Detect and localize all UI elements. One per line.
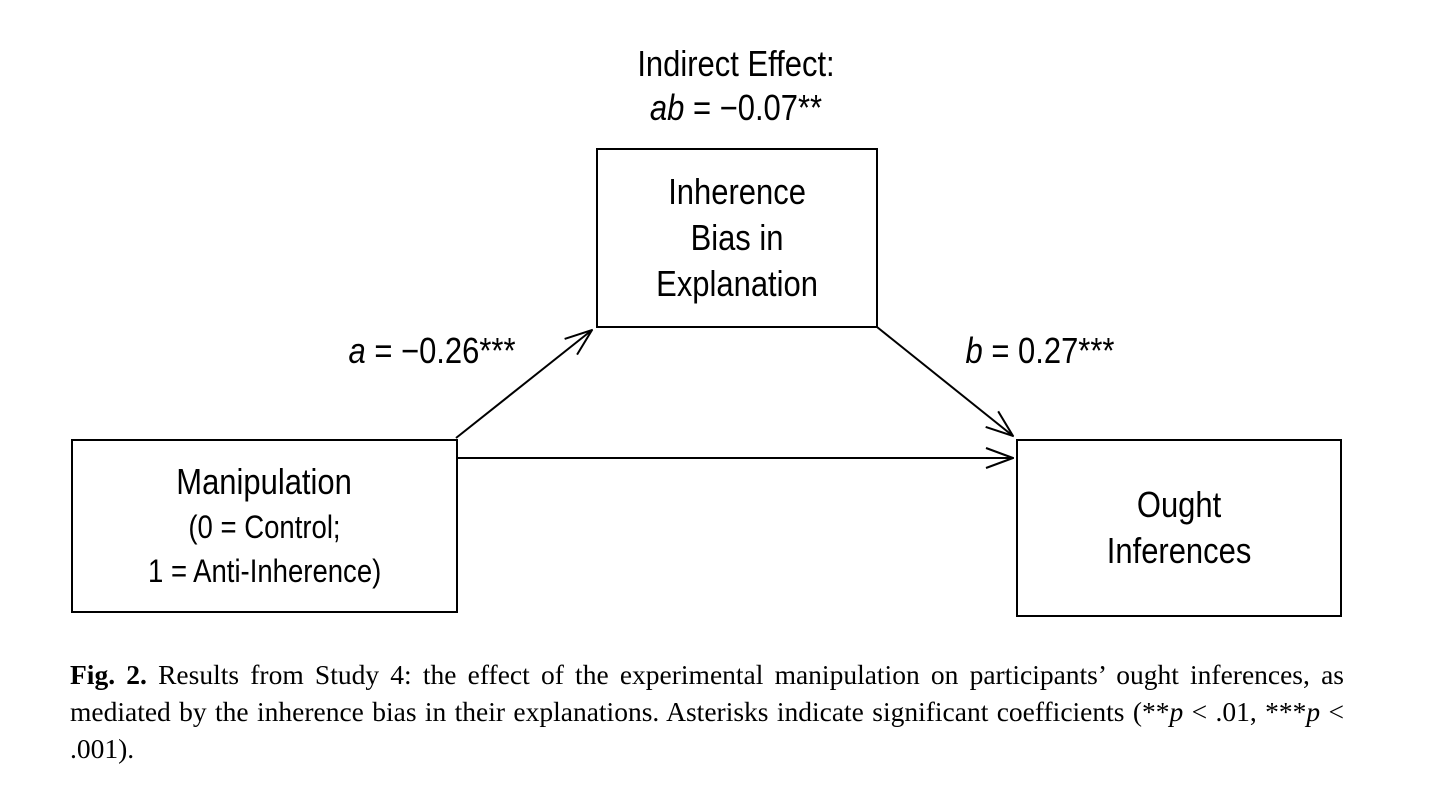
caption-text-1: Results from Study 4: the effect of the … [70,659,1344,727]
predictor-box: Manipulation (0 = Control; 1 = Anti-Inhe… [71,439,458,613]
indirect-effect-number: = −0.07** [684,87,823,128]
predictor-coding-line-2: 1 = Anti-Inherence) [147,553,382,589]
path-a-value: = −0.26*** [365,330,516,371]
mediator-label-line-1: Inherence [668,171,806,212]
predictor-coding-line-1: (0 = Control; [188,509,341,545]
predictor-title: Manipulation [176,461,353,502]
path-a-label: a = −0.26*** [316,329,548,373]
mediator-label-line-2: Bias in [690,217,784,258]
figure-number: Fig. 2. [70,659,147,690]
caption-p-symbol-2: p [1306,696,1321,727]
path-b-arrow [876,326,1013,436]
path-b-symbol: b [965,330,983,371]
caption-p-symbol-1: p [1169,696,1184,727]
indirect-effect-title: Indirect Effect: [637,43,835,84]
outcome-label-line-2: Inferences [1106,530,1252,571]
caption-text-3: < .001). [70,696,1345,764]
mediator-box: Inherence Bias in Explanation [596,148,878,328]
outcome-label-line-1: Ought [1136,484,1222,525]
indirect-effect-symbol: ab [649,87,685,128]
outcome-box: Ought Inferences [1016,439,1342,617]
path-a-arrow [455,330,592,439]
indirect-effect-value: ab = −0.07** [607,86,865,130]
caption-text-2: < .01, *** [1183,696,1307,727]
mediation-diagram: Indirect Effect: ab = −0.07** Inherence … [71,42,1456,640]
path-b-value: = 0.27*** [982,330,1115,371]
mediator-label-line-3: Explanation [656,263,818,304]
path-b-label: b = 0.27*** [940,329,1140,373]
indirect-effect-label: Indirect Effect: ab = −0.07** [586,42,886,130]
figure-caption: Fig. 2. Results from Study 4: the effect… [70,656,1344,767]
arrows-layer [455,326,1456,640]
path-a-symbol: a [348,330,366,371]
